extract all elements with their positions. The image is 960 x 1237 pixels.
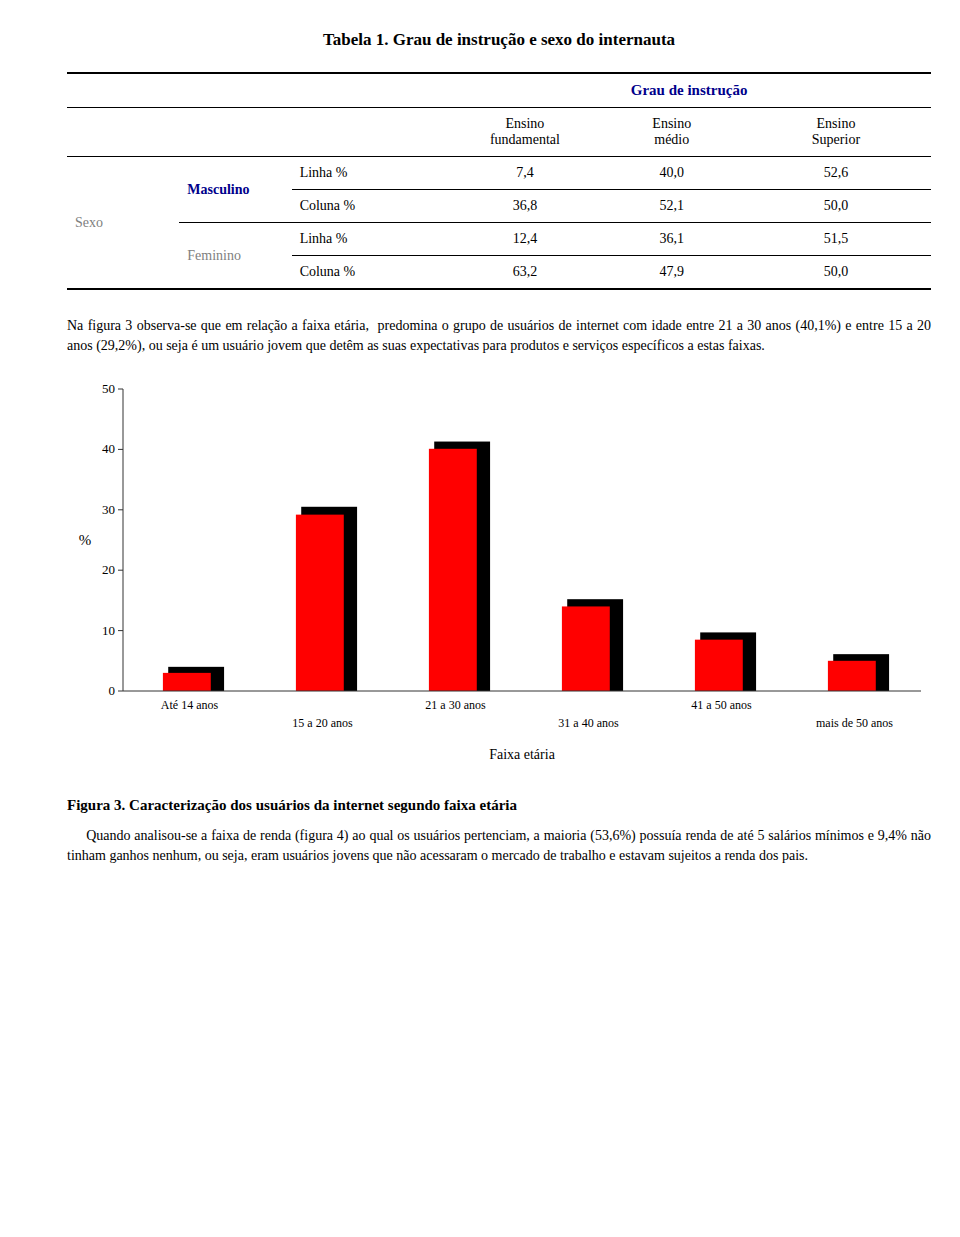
y-tick-label: 0 [109, 683, 116, 698]
table-row-label: Linha % [292, 223, 448, 256]
y-tick-label: 10 [102, 622, 115, 637]
table-value: 63,2 [447, 256, 603, 290]
table-cell [179, 108, 291, 157]
y-tick [118, 388, 123, 389]
table-cell [67, 73, 179, 108]
y-axis [123, 389, 124, 691]
page: Tabela 1. Grau de instrução e sexo do in… [0, 0, 960, 866]
title: Tabela 1. Grau de instrução e sexo do in… [67, 30, 931, 50]
y-axis-label: % [79, 532, 92, 548]
chart-container: 0 10 20 30 40 50% Até 14 anos 15 a 20 anos 21 a … [67, 375, 931, 779]
table-value: 36,1 [603, 223, 741, 256]
table-value: 50,0 [741, 256, 931, 290]
table-row: Grau de instrução [67, 73, 931, 108]
bar [695, 639, 743, 690]
table-cell [67, 108, 179, 157]
bar [562, 606, 610, 691]
y-tick [118, 448, 123, 449]
bar [296, 514, 344, 690]
x-tick-label: 31 a 40 anos [558, 716, 619, 730]
table-value: 40,0 [603, 157, 741, 190]
table-value: 52,1 [603, 190, 741, 223]
x-tick-label: 15 a 20 anos [292, 716, 353, 730]
table-group-label: Masculino [179, 157, 291, 223]
table-value: 12,4 [447, 223, 603, 256]
table-group-label: Feminino [179, 223, 291, 290]
bar-chart: 0 10 20 30 40 50% Até 14 anos 15 a 20 anos 21 a … [67, 375, 931, 775]
y-tick-label: 40 [102, 441, 115, 456]
paragraph: Quando analisou-se a faixa de renda (fig… [67, 826, 931, 867]
table-value: 7,4 [447, 157, 603, 190]
x-tick-label: 41 a 50 anos [691, 698, 752, 712]
table-row: FemininoLinha %12,436,151,5 [67, 223, 931, 256]
table-sub-header: EnsinoSuperior [741, 108, 931, 157]
table-value: 52,6 [741, 157, 931, 190]
y-tick [118, 569, 123, 570]
table-sub-header: Ensinofundamental [447, 108, 603, 157]
y-tick [118, 690, 123, 691]
bar [429, 448, 477, 690]
table-cell [292, 108, 448, 157]
y-tick [118, 630, 123, 631]
table-row-label: Sexo [67, 157, 179, 290]
figure-caption: Figura 3. Caracterização dos usuários da… [67, 797, 931, 814]
x-axis [123, 690, 921, 691]
bars [163, 441, 889, 690]
table-value: 36,8 [447, 190, 603, 223]
y-tick [118, 509, 123, 510]
table-sub-header: Ensinomédio [603, 108, 741, 157]
table-cell [292, 73, 448, 108]
table-row-label: Linha % [292, 157, 448, 190]
table-value: 51,5 [741, 223, 931, 256]
bar [828, 660, 876, 690]
table-row-label: Coluna % [292, 256, 448, 290]
x-tick-label: mais de 50 anos [816, 716, 893, 730]
table: Grau de instruçãoEnsinofundamentalEnsino… [67, 72, 931, 290]
table-value: 50,0 [741, 190, 931, 223]
x-tick-label: 21 a 30 anos [425, 698, 486, 712]
table-header: Grau de instrução [447, 73, 931, 108]
table-value: 47,9 [603, 256, 741, 290]
x-tick-label: Até 14 anos [161, 698, 219, 712]
y-tick-label: 50 [102, 381, 115, 396]
table-row: EnsinofundamentalEnsinomédioEnsinoSuperi… [67, 108, 931, 157]
x-axis-label: Faixa etária [489, 747, 555, 762]
table-cell [179, 73, 291, 108]
y-tick-label: 30 [102, 501, 115, 516]
table-row: SexoMasculinoLinha %7,440,052,6 [67, 157, 931, 190]
y-tick-label: 20 [102, 562, 115, 577]
paragraph: Na figura 3 observa-se que em relação a … [67, 316, 931, 357]
bar [163, 672, 211, 690]
table-row-label: Coluna % [292, 190, 448, 223]
